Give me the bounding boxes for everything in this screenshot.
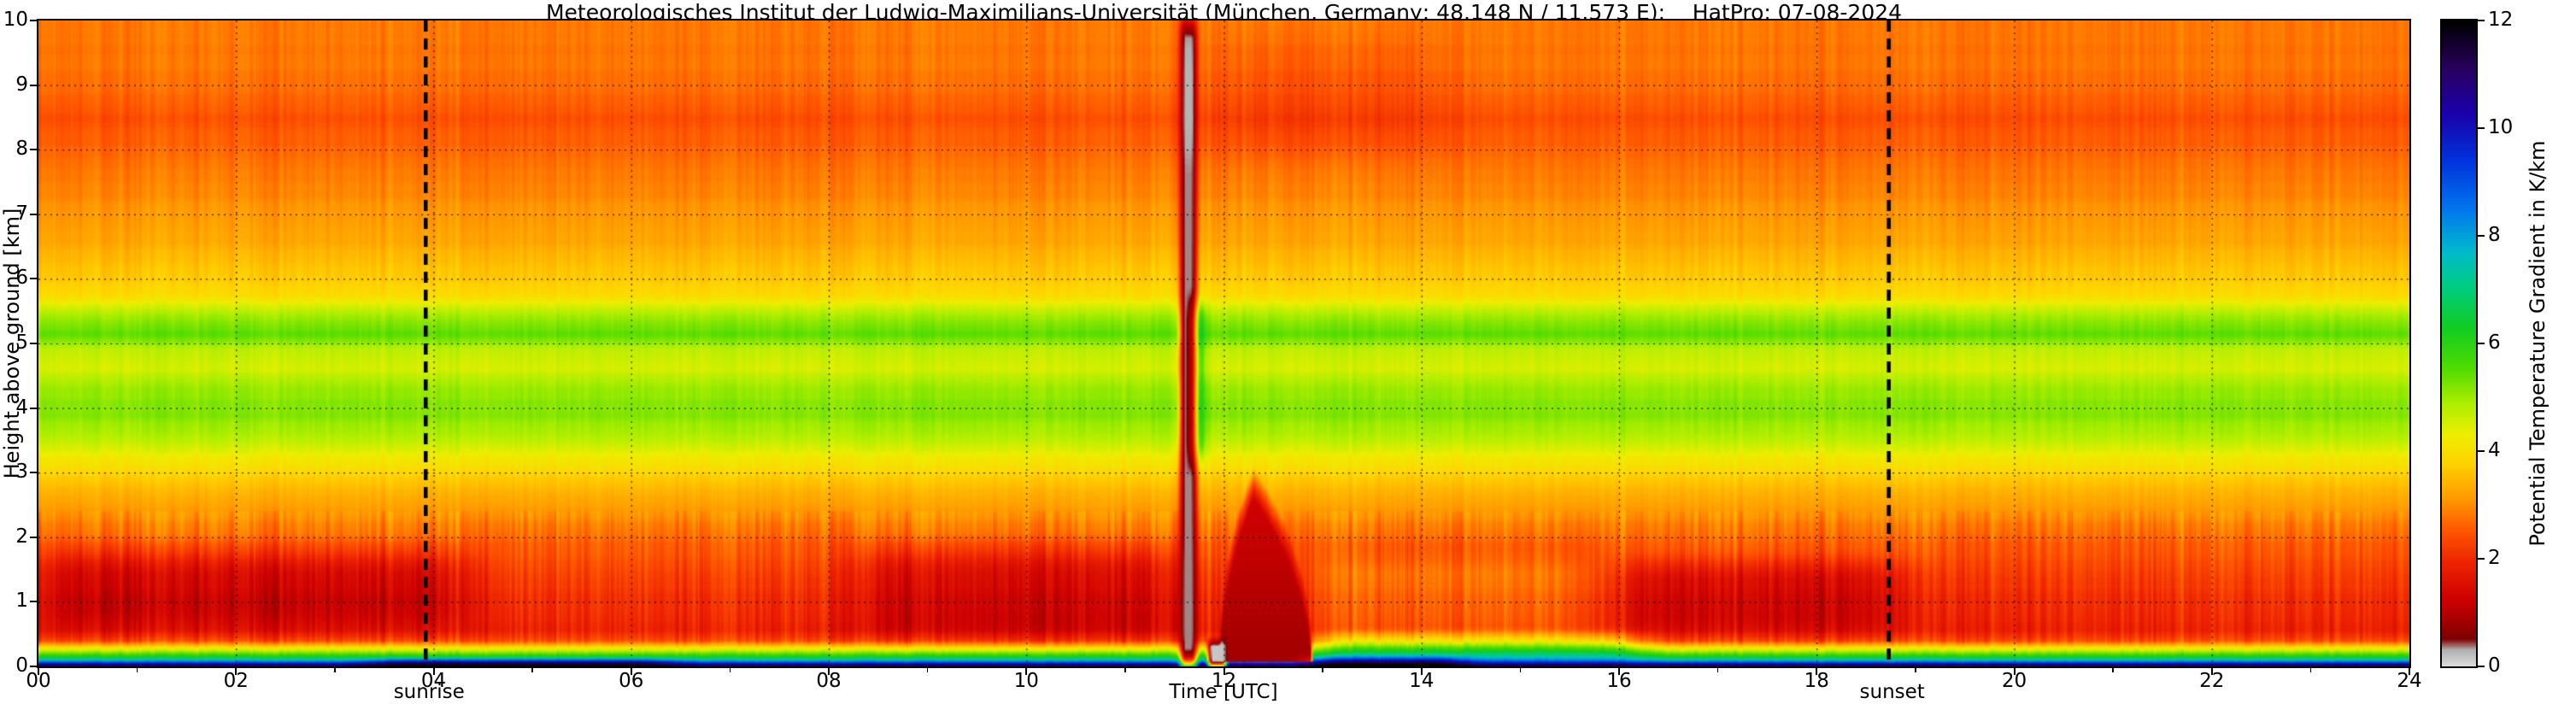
- y-tick-label: 5: [15, 331, 28, 354]
- x-tick-mark: [1025, 668, 1028, 675]
- x-tick-label: 24: [2397, 670, 2422, 692]
- y-tick-label: 10: [3, 9, 28, 31]
- x-tick-mark: [432, 668, 435, 675]
- x-minor-tick-mark: [531, 668, 533, 672]
- y-tick-mark: [30, 149, 37, 151]
- colorbar-tick-label: 12: [2488, 9, 2514, 31]
- x-tick-label: 00: [26, 670, 51, 692]
- x-minor-tick-mark: [926, 668, 929, 672]
- x-tick-label: 18: [1804, 670, 1829, 692]
- x-tick-label: 20: [2001, 670, 2027, 692]
- x-tick-label: 02: [223, 670, 249, 692]
- y-tick-label: 6: [15, 267, 28, 290]
- plot-area: [37, 19, 2411, 668]
- x-tick-mark: [828, 668, 830, 675]
- x-tick-label: 04: [420, 670, 447, 692]
- x-tick-label: 16: [1606, 670, 1632, 692]
- x-axis-label: Time [UTC]: [1169, 681, 1278, 703]
- x-minor-tick-mark: [729, 668, 731, 672]
- y-tick-label: 0: [15, 654, 28, 677]
- x-tick-label: 08: [816, 670, 842, 692]
- y-tick-mark: [30, 278, 37, 280]
- y-tick-mark: [30, 666, 37, 667]
- y-tick-mark: [30, 472, 37, 474]
- y-tick-mark: [30, 536, 37, 538]
- x-minor-tick-mark: [2309, 668, 2312, 672]
- x-tick-mark: [2013, 668, 2016, 675]
- grid-overlay-canvas: [38, 21, 2409, 666]
- x-tick-label: 22: [2199, 670, 2225, 692]
- colorbar-tick-label: 0: [2488, 654, 2501, 677]
- colorbar-tick-mark: [2478, 558, 2485, 560]
- y-tick-label: 1: [15, 590, 28, 613]
- x-minor-tick-mark: [136, 668, 138, 672]
- x-tick-mark: [1223, 668, 1225, 675]
- colorbar-tick-mark: [2478, 666, 2485, 667]
- sunrise-label: sunrise: [393, 681, 465, 703]
- colorbar-tick-label: 8: [2488, 224, 2501, 246]
- colorbar-tick-label: 4: [2488, 439, 2501, 461]
- x-tick-mark: [2409, 668, 2410, 675]
- x-tick-mark: [2210, 668, 2213, 675]
- y-tick-mark: [30, 84, 37, 86]
- y-tick-label: 3: [15, 461, 28, 484]
- y-tick-label: 9: [15, 73, 28, 96]
- x-minor-tick-mark: [2112, 668, 2114, 672]
- colorbar-tick-mark: [2478, 235, 2485, 237]
- x-minor-tick-mark: [334, 668, 336, 672]
- x-tick-label: 14: [1409, 670, 1435, 692]
- y-tick-label: 2: [15, 525, 28, 548]
- y-tick-mark: [30, 343, 37, 344]
- colorbar-tick-mark: [2478, 343, 2485, 344]
- y-tick-mark: [30, 20, 37, 21]
- sunset-label: sunset: [1859, 681, 1925, 703]
- x-minor-tick-mark: [1915, 668, 1916, 672]
- y-tick-label: 4: [15, 396, 28, 419]
- x-tick-mark: [1618, 668, 1620, 675]
- x-tick-mark: [38, 668, 39, 675]
- colorbar-tick-label: 2: [2488, 547, 2501, 569]
- x-minor-tick-mark: [1519, 668, 1522, 672]
- colorbar-label: Potential Temperature Gradient in K/km: [2526, 140, 2550, 547]
- colorbar-tick-mark: [2478, 127, 2485, 129]
- colorbar-tick-mark: [2478, 450, 2485, 452]
- colorbar-tick-mark: [2478, 20, 2485, 21]
- y-tick-label: 7: [15, 202, 28, 225]
- y-tick-mark: [30, 213, 37, 215]
- x-minor-tick-mark: [1124, 668, 1126, 672]
- x-tick-label: 06: [619, 670, 644, 692]
- x-minor-tick-mark: [1322, 668, 1323, 672]
- x-tick-mark: [1816, 668, 1818, 675]
- colorbar-tick-label: 10: [2488, 116, 2514, 138]
- x-tick-label: 12: [1211, 670, 1237, 692]
- colorbar-canvas: [2442, 21, 2476, 666]
- y-tick-label: 8: [15, 138, 28, 161]
- x-tick-mark: [1420, 668, 1423, 675]
- colorbar: [2440, 19, 2478, 668]
- x-tick-label: 10: [1013, 670, 1039, 692]
- y-tick-mark: [30, 601, 37, 603]
- colorbar-tick-label: 6: [2488, 331, 2501, 354]
- x-minor-tick-mark: [1716, 668, 1719, 672]
- y-tick-mark: [30, 407, 37, 409]
- x-tick-mark: [235, 668, 238, 675]
- x-tick-mark: [630, 668, 632, 675]
